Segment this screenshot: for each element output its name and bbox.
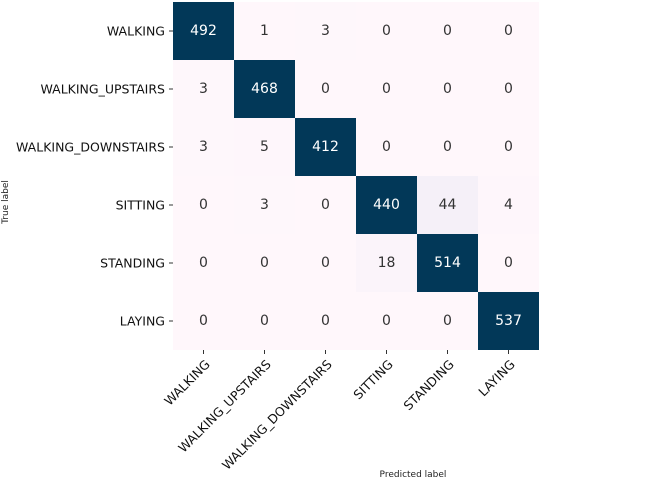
cell-value-label: 0 bbox=[382, 23, 391, 39]
heatmap-cell-r3-c1 bbox=[234, 176, 295, 234]
heatmap-cell-r1-c4 bbox=[417, 60, 478, 118]
cell-value-label: 0 bbox=[443, 139, 452, 155]
cell-value-label: 0 bbox=[321, 197, 330, 213]
x-tick-label: SITTING bbox=[350, 357, 396, 403]
cell-value-label: 18 bbox=[378, 255, 396, 271]
heatmap-cell-r3-c2 bbox=[295, 176, 356, 234]
x-tick-label: WALKING_DOWNSTAIRS bbox=[219, 357, 335, 473]
heatmap-cell-r1-c0 bbox=[173, 60, 234, 118]
heatmap-cell-r0-c5 bbox=[478, 2, 539, 60]
cell-value-label: 44 bbox=[439, 197, 457, 213]
cell-value-label: 0 bbox=[504, 255, 513, 271]
cell-value-label: 0 bbox=[321, 255, 330, 271]
y-tick-label: WALKING_UPSTAIRS bbox=[40, 82, 165, 97]
heatmap-cell-r3-c0 bbox=[173, 176, 234, 234]
cell-value-label: 514 bbox=[434, 255, 461, 271]
cell-value-label: 537 bbox=[495, 313, 522, 329]
cell-value-label: 0 bbox=[382, 81, 391, 97]
heatmap-cells: 492 1 3 0 0 03 468 0 0 0 03 5 412 0 0 00 3 0 440 44 40 0 0 18 51… bbox=[173, 2, 539, 350]
heatmap-cell-r0-c4 bbox=[417, 2, 478, 60]
cell-value-label: 0 bbox=[260, 255, 269, 271]
heatmap-cell-r1-c5 bbox=[478, 60, 539, 118]
cell-value-label: 0 bbox=[199, 313, 208, 329]
heatmap-cell-r0-c0 bbox=[173, 2, 234, 60]
cell-value-label: 3 bbox=[321, 23, 330, 39]
y-tick-labels: WALKING WALKING_UPSTAIRS WALKING_DOWNSTAIR… bbox=[16, 24, 173, 329]
cell-value-label: 3 bbox=[199, 139, 208, 155]
heatmap-cell-r5-c5 bbox=[478, 292, 539, 350]
cell-value-label: 4 bbox=[504, 197, 513, 213]
cell-value-label: 0 bbox=[382, 313, 391, 329]
heatmap-cell-r5-c2 bbox=[295, 292, 356, 350]
cell-value-label: 0 bbox=[443, 313, 452, 329]
cell-value-label: 0 bbox=[443, 23, 452, 39]
cell-value-label: 468 bbox=[251, 81, 278, 97]
x-tick-label: LAYING bbox=[475, 357, 518, 400]
cell-value-label: 0 bbox=[504, 139, 513, 155]
cell-value-label: 0 bbox=[504, 81, 513, 97]
x-tick-label: WALKING bbox=[161, 357, 213, 409]
cell-value-label: 412 bbox=[312, 139, 339, 155]
heatmap-cell-r5-c0 bbox=[173, 292, 234, 350]
y-tick-label: STANDING bbox=[100, 256, 165, 271]
cell-value-label: 5 bbox=[260, 139, 269, 155]
x-tick-label: STANDING bbox=[400, 357, 456, 413]
heatmap-cell-r5-c1 bbox=[234, 292, 295, 350]
cell-value-label: 0 bbox=[260, 313, 269, 329]
cell-value-label: 492 bbox=[190, 23, 217, 39]
cell-value-label: 440 bbox=[373, 197, 400, 213]
heatmap-cell-r2-c3 bbox=[356, 118, 417, 176]
cell-value-label: 3 bbox=[260, 197, 269, 213]
heatmap-cell-r2-c4 bbox=[417, 118, 478, 176]
heatmap-cell-r2-c5 bbox=[478, 118, 539, 176]
heatmap-cell-r4-c2 bbox=[295, 234, 356, 292]
cell-value-label: 0 bbox=[199, 197, 208, 213]
heatmap-cell-r1-c1 bbox=[234, 60, 295, 118]
heatmap-cell-r0-c1 bbox=[234, 2, 295, 60]
heatmap-cell-r0-c3 bbox=[356, 2, 417, 60]
cell-value-label: 3 bbox=[199, 81, 208, 97]
y-axis-label: True label bbox=[1, 180, 11, 225]
heatmap-cell-r3-c3 bbox=[356, 176, 417, 234]
cell-value-label: 0 bbox=[382, 139, 391, 155]
x-tick-labels: WALKINGWALKING_UPSTAIRSWALKING_DOWNSTAIR… bbox=[161, 350, 518, 473]
x-axis-label: Predicted label bbox=[380, 470, 447, 480]
heatmap-cell-r3-c4 bbox=[417, 176, 478, 234]
heatmap-cell-r4-c4 bbox=[417, 234, 478, 292]
y-tick-label: SITTING bbox=[116, 198, 165, 213]
heatmap-cell-r3-c5 bbox=[478, 176, 539, 234]
cell-value-label: 0 bbox=[199, 255, 208, 271]
cell-value-label: 1 bbox=[260, 23, 269, 39]
cell-value-label: 0 bbox=[443, 81, 452, 97]
heatmap-cell-r5-c4 bbox=[417, 292, 478, 350]
heatmap-cell-r4-c5 bbox=[478, 234, 539, 292]
cell-value-label: 0 bbox=[321, 81, 330, 97]
heatmap-cell-r2-c0 bbox=[173, 118, 234, 176]
cell-value-label: 0 bbox=[504, 23, 513, 39]
heatmap-cell-r4-c0 bbox=[173, 234, 234, 292]
heatmap-cell-r2-c1 bbox=[234, 118, 295, 176]
heatmap-cell-r0-c2 bbox=[295, 2, 356, 60]
heatmap-cell-r2-c2 bbox=[295, 118, 356, 176]
heatmap-cell-r1-c3 bbox=[356, 60, 417, 118]
y-tick-label: LAYING bbox=[120, 314, 165, 329]
heatmap-cell-r5-c3 bbox=[356, 292, 417, 350]
heatmap-cell-r4-c3 bbox=[356, 234, 417, 292]
y-tick-label: WALKING_DOWNSTAIRS bbox=[16, 140, 165, 155]
heatmap-cell-r1-c2 bbox=[295, 60, 356, 118]
y-tick-label: WALKING bbox=[107, 24, 165, 39]
cell-value-label: 0 bbox=[321, 313, 330, 329]
heatmap-cell-r4-c1 bbox=[234, 234, 295, 292]
